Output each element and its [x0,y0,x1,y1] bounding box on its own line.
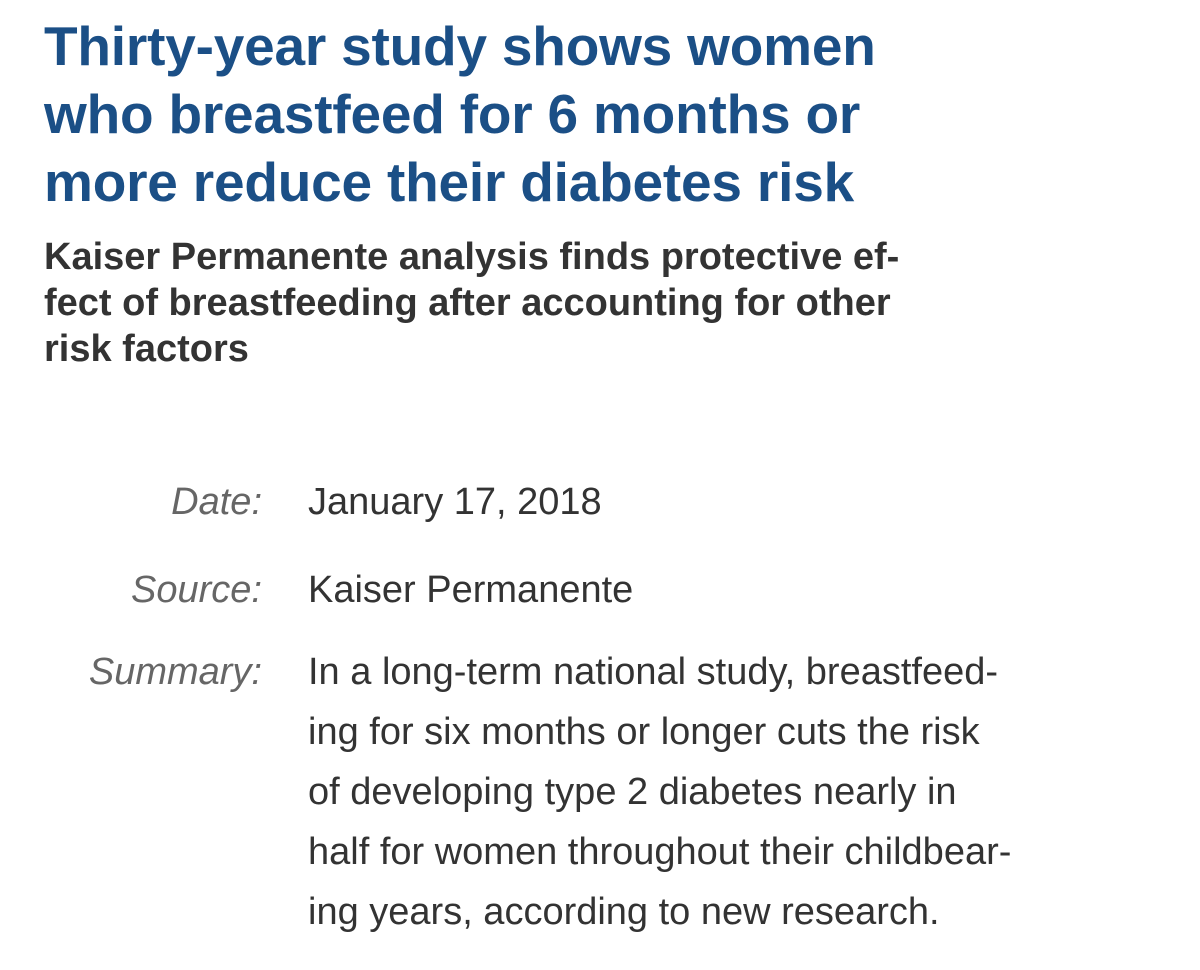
summary-row: Summary: In a long-term national study, … [44,642,1174,942]
article-metadata: Date: January 17, 2018 Source: Kaiser Pe… [44,472,1174,970]
article: Thirty-year study shows women who breast… [44,0,1174,933]
summary-label: Summary: [88,651,262,693]
subheadline: Kaiser Permanente analysis finds protect… [44,234,1174,372]
source-label: Source: [131,569,262,611]
headline: Thirty-year study shows women who breast… [44,0,1174,216]
headline-line: who breastfeed for 6 months or [44,83,861,145]
source-value: Kaiser Permanente [308,569,634,611]
subheadline-line: risk factors [44,328,249,370]
summary-line: half for women throughout their childbea… [308,831,1012,873]
subheadline-line: Kaiser Permanente analysis finds protect… [44,236,900,278]
summary-text: In a long-term national study, breastfee… [308,642,1011,942]
subheadline-line: fect of breastfeeding after accounting f… [44,282,891,324]
source-row: Source: Kaiser Permanente [44,560,1174,620]
date-label: Date: [171,481,262,523]
summary-line: ing for six months or longer cuts the ri… [308,711,980,753]
summary-line: In a long-term national study, breastfee… [308,651,999,693]
summary-line: of developing type 2 diabetes nearly in [308,771,957,813]
headline-line: Thirty-year study shows women [44,15,876,77]
headline-line: more reduce their diabetes risk [44,151,854,213]
date-value: January 17, 2018 [308,481,602,523]
date-row: Date: January 17, 2018 [44,472,1174,532]
summary-line: ing years, according to new research. [308,891,940,933]
